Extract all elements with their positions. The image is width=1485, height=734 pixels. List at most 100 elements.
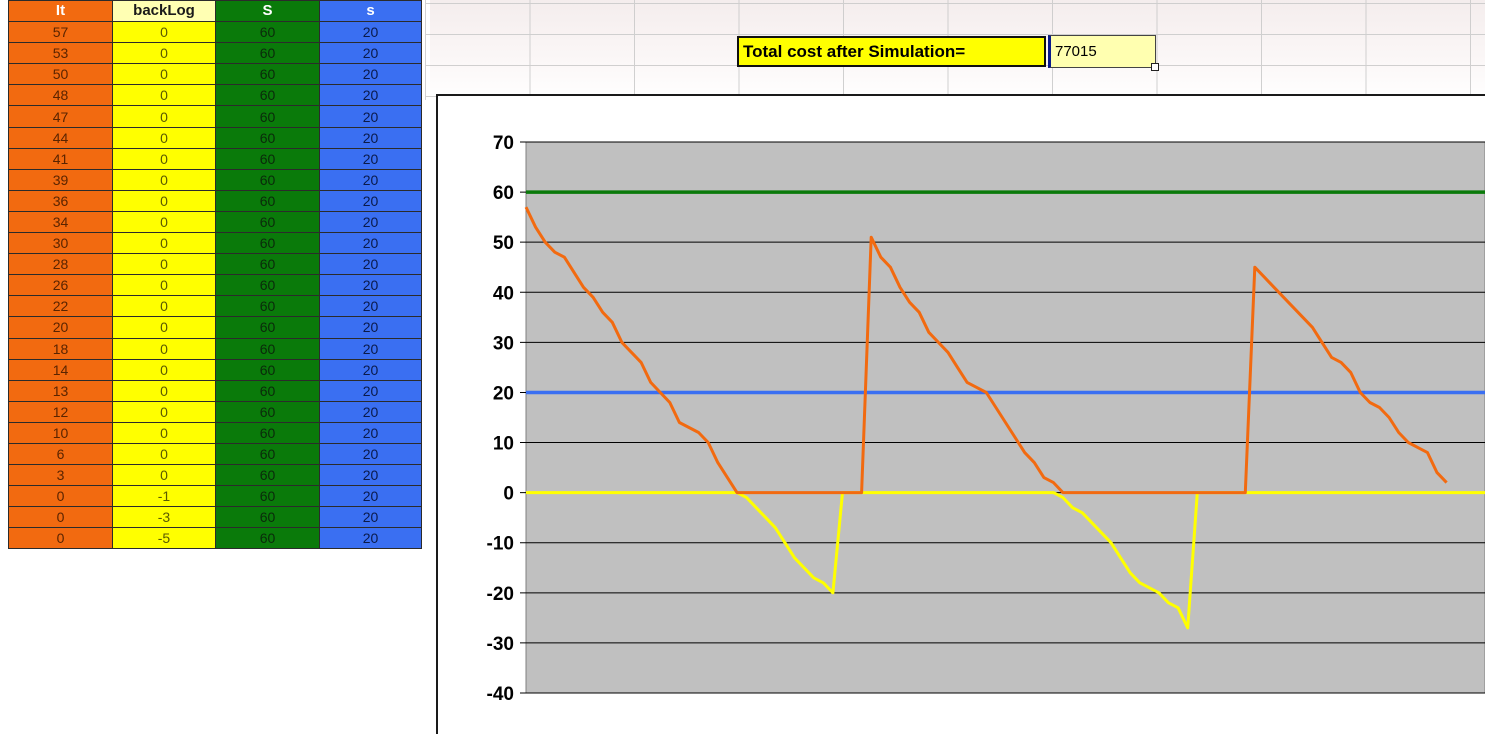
cell-it[interactable]: 36	[8, 189, 113, 212]
cell-backlog[interactable]: 0	[112, 63, 216, 86]
cell-backlog[interactable]: 0	[112, 84, 216, 107]
cell-big-s[interactable]: 60	[215, 210, 320, 234]
cell-backlog[interactable]: 0	[112, 316, 216, 339]
cell-backlog[interactable]: 0	[112, 274, 216, 297]
cell-big-s[interactable]: 60	[215, 485, 320, 508]
cell-it[interactable]: 0	[8, 485, 113, 508]
cell-it[interactable]: 48	[8, 84, 113, 107]
cell-backlog[interactable]: 0	[112, 105, 216, 128]
cell-small-s[interactable]: 20	[319, 421, 422, 444]
cell-big-s[interactable]: 60	[215, 232, 320, 255]
cell-backlog[interactable]: 0	[112, 147, 216, 170]
cell-backlog[interactable]: 0	[112, 210, 216, 234]
cell-backlog[interactable]: 0	[112, 232, 216, 255]
cell-it[interactable]: 20	[8, 316, 113, 339]
header-cell-it[interactable]: It	[8, 0, 113, 23]
cell-small-s[interactable]: 20	[319, 358, 422, 381]
cell-big-s[interactable]: 60	[215, 84, 320, 107]
cell-big-s[interactable]: 60	[215, 400, 320, 423]
cell-big-s[interactable]: 60	[215, 189, 320, 212]
total-cost-label[interactable]: Total cost after Simulation=	[737, 36, 1046, 67]
cell-small-s[interactable]: 20	[319, 316, 422, 339]
cell-small-s[interactable]: 20	[319, 527, 422, 550]
cell-big-s[interactable]: 60	[215, 274, 320, 297]
cell-small-s[interactable]: 20	[319, 105, 422, 128]
cell-small-s[interactable]: 20	[319, 442, 422, 466]
cell-it[interactable]: 53	[8, 42, 113, 65]
cell-small-s[interactable]: 20	[319, 274, 422, 297]
cell-it[interactable]: 26	[8, 274, 113, 297]
cell-it[interactable]: 14	[8, 358, 113, 381]
cell-small-s[interactable]: 20	[319, 400, 422, 423]
cell-backlog[interactable]: 0	[112, 358, 216, 381]
cell-it[interactable]: 13	[8, 379, 113, 402]
cell-it[interactable]: 22	[8, 295, 113, 318]
cell-big-s[interactable]: 60	[215, 126, 320, 149]
cell-it[interactable]: 41	[8, 147, 113, 170]
cell-it[interactable]: 30	[8, 232, 113, 255]
cell-big-s[interactable]: 60	[215, 42, 320, 65]
cell-big-s[interactable]: 60	[215, 506, 320, 529]
cell-big-s[interactable]: 60	[215, 21, 320, 44]
cell-backlog[interactable]: 0	[112, 337, 216, 360]
cell-backlog[interactable]: 0	[112, 253, 216, 276]
cell-big-s[interactable]: 60	[215, 379, 320, 402]
cell-big-s[interactable]: 60	[215, 295, 320, 318]
cell-backlog[interactable]: 0	[112, 379, 216, 402]
cell-big-s[interactable]: 60	[215, 253, 320, 276]
cell-it[interactable]: 3	[8, 464, 113, 487]
cell-small-s[interactable]: 20	[319, 253, 422, 276]
cell-it[interactable]: 12	[8, 400, 113, 423]
cell-small-s[interactable]: 20	[319, 147, 422, 170]
cell-it[interactable]: 6	[8, 442, 113, 466]
cell-it[interactable]: 50	[8, 63, 113, 86]
cell-big-s[interactable]: 60	[215, 442, 320, 466]
cell-backlog[interactable]: 0	[112, 21, 216, 44]
cell-big-s[interactable]: 60	[215, 337, 320, 360]
cell-it[interactable]: 10	[8, 421, 113, 444]
cell-it[interactable]: 57	[8, 21, 113, 44]
cell-backlog[interactable]: 0	[112, 168, 216, 191]
cell-big-s[interactable]: 60	[215, 63, 320, 86]
cell-small-s[interactable]: 20	[319, 63, 422, 86]
cell-backlog[interactable]: 0	[112, 442, 216, 466]
header-cell-backlog[interactable]: backLog	[112, 0, 216, 23]
cell-it[interactable]: 39	[8, 168, 113, 191]
cell-small-s[interactable]: 20	[319, 506, 422, 529]
cell-small-s[interactable]: 20	[319, 189, 422, 212]
cell-backlog[interactable]: -1	[112, 485, 216, 508]
total-cost-value-cell[interactable]: 77015	[1048, 35, 1159, 71]
cell-it[interactable]: 28	[8, 253, 113, 276]
cell-it[interactable]: 47	[8, 105, 113, 128]
cell-it[interactable]: 0	[8, 527, 113, 550]
cell-small-s[interactable]: 20	[319, 210, 422, 234]
cell-small-s[interactable]: 20	[319, 337, 422, 360]
cell-small-s[interactable]: 20	[319, 379, 422, 402]
cell-backlog[interactable]: -3	[112, 506, 216, 529]
cell-it[interactable]: 44	[8, 126, 113, 149]
cell-it[interactable]: 0	[8, 506, 113, 529]
cell-small-s[interactable]: 20	[319, 232, 422, 255]
cell-big-s[interactable]: 60	[215, 464, 320, 487]
cell-small-s[interactable]: 20	[319, 485, 422, 508]
cell-small-s[interactable]: 20	[319, 168, 422, 191]
cell-big-s[interactable]: 60	[215, 168, 320, 191]
header-cell-small-s[interactable]: s	[319, 0, 422, 23]
cell-small-s[interactable]: 20	[319, 126, 422, 149]
cell-small-s[interactable]: 20	[319, 295, 422, 318]
cell-backlog[interactable]: 0	[112, 126, 216, 149]
cell-backlog[interactable]: 0	[112, 421, 216, 444]
cell-backlog[interactable]: 0	[112, 400, 216, 423]
cell-big-s[interactable]: 60	[215, 358, 320, 381]
cell-small-s[interactable]: 20	[319, 464, 422, 487]
cell-backlog[interactable]: 0	[112, 189, 216, 212]
cell-backlog[interactable]: 0	[112, 464, 216, 487]
cell-backlog[interactable]: -5	[112, 527, 216, 550]
cell-it[interactable]: 34	[8, 210, 113, 234]
cell-small-s[interactable]: 20	[319, 84, 422, 107]
cell-big-s[interactable]: 60	[215, 105, 320, 128]
cell-it[interactable]: 18	[8, 337, 113, 360]
cell-big-s[interactable]: 60	[215, 316, 320, 339]
cell-big-s[interactable]: 60	[215, 147, 320, 170]
cell-backlog[interactable]: 0	[112, 42, 216, 65]
